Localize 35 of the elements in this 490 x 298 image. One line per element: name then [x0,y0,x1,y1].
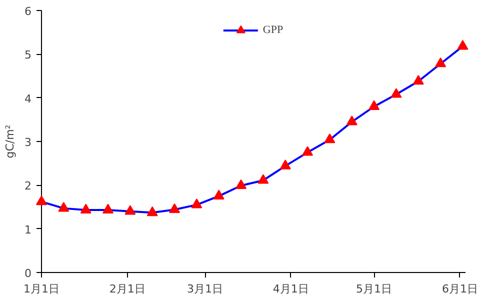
point [390,88,402,98]
point [236,179,247,189]
point [102,204,114,214]
point [412,74,424,85]
point [169,203,180,214]
point [80,204,92,214]
x-tick-label: 3月1日 [187,282,224,296]
point [36,195,47,206]
y-tick-label: 4 [24,92,32,106]
point [302,146,314,156]
y-tick-label: 6 [24,5,32,18]
point [58,202,70,212]
point [346,116,358,126]
y-tick-label: 3 [24,136,32,149]
point [435,58,446,68]
x-tick-label: 4月1日 [272,282,309,296]
point [280,160,291,170]
x-tick-label: 2月1日 [109,282,146,296]
point [457,40,468,50]
y-tick-label: 5 [24,48,32,62]
y-axis-title: gC/m² [4,124,16,158]
point [146,206,158,216]
point [368,100,380,110]
y-tick-label: 1 [24,223,32,236]
point [324,133,336,144]
y-tick-label: 0 [24,267,32,280]
point [213,190,224,200]
y-tick-label: 2 [24,180,32,193]
legend-label: GPP [262,24,284,36]
x-tick-label: 5月1日 [356,282,392,296]
x-tick-label: 1月1日 [24,282,60,296]
point [191,198,202,208]
point [258,174,269,184]
x-tick-label: 6月1日 [442,282,478,296]
point [124,205,136,215]
